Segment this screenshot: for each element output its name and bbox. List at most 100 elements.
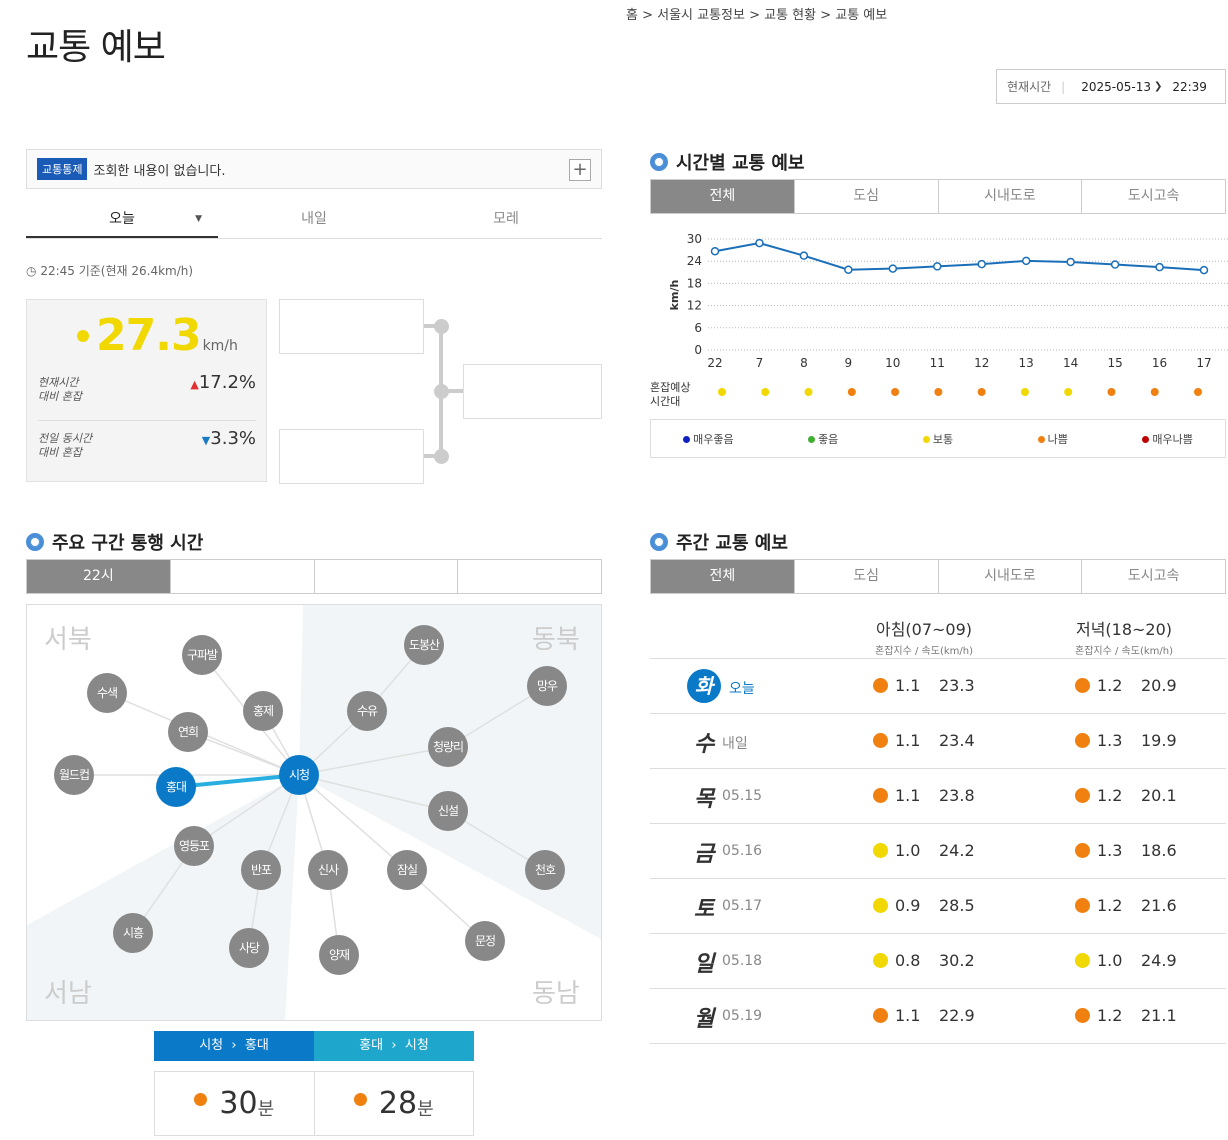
y-tick-label: 0	[694, 343, 702, 357]
tab-all[interactable]: 전체	[651, 560, 794, 593]
node-yeonhui[interactable]: 연희	[168, 712, 208, 752]
x-tick-label: 7	[756, 356, 764, 370]
node-sinseol[interactable]: 신설	[428, 791, 468, 831]
traffic-control-tag: 교통통제	[37, 158, 88, 180]
node-hongje[interactable]: 홍제	[243, 691, 283, 731]
travel-time-ba: 28 분	[313, 1072, 474, 1135]
node-cityhall[interactable]: 시청	[279, 755, 319, 795]
route-header: 시청 › 홍대 홍대 › 시청	[154, 1031, 474, 1061]
tab-time-3[interactable]	[313, 560, 458, 593]
evening-cell: 1.2 20.1	[1075, 786, 1177, 805]
tab-city-roads[interactable]: 시내도로	[937, 560, 1082, 593]
y-tick-label: 18	[687, 276, 702, 290]
tab-time-2[interactable]	[169, 560, 314, 593]
section-bullet-icon	[650, 153, 668, 171]
tab-today[interactable]: 오늘 ▼	[26, 202, 218, 238]
node-hongdae[interactable]: 홍대	[156, 767, 196, 807]
node-worldcup[interactable]: 월드컵	[54, 755, 94, 795]
evening-cell: 1.0 24.9	[1075, 951, 1177, 970]
timeline-box-1	[279, 299, 424, 354]
status-dot	[873, 898, 888, 913]
current-time-selector[interactable]: 현재시간 | 2025-05-13 ❯ 22:39	[996, 69, 1226, 104]
congestion-dot	[977, 388, 986, 396]
timeline-dot	[434, 384, 449, 399]
tab-city-roads[interactable]: 시내도로	[937, 180, 1082, 213]
corner-northeast: 동북	[532, 625, 580, 655]
day-tabs: 오늘 ▼ 내일 모레	[26, 202, 602, 239]
node-yangjae[interactable]: 양재	[319, 935, 359, 975]
evening-cell: 1.2 20.9	[1075, 676, 1177, 695]
speed-unit: km/h	[202, 338, 238, 354]
node-cheonho[interactable]: 천호	[525, 850, 565, 890]
data-point	[933, 262, 942, 271]
weekday: 목	[694, 787, 715, 812]
tab-downtown[interactable]: 도심	[793, 560, 938, 593]
node-cheongnyangni[interactable]: 청량리	[428, 727, 468, 767]
route-cityhall-to-hongdae[interactable]: 시청 › 홍대	[154, 1031, 314, 1061]
node-gupabal[interactable]: 구파발	[182, 635, 222, 675]
node-munjeong[interactable]: 문정	[465, 921, 505, 961]
base-time: ◷ 22:45 기준(현재 26.4km/h)	[26, 264, 194, 278]
node-sinsa[interactable]: 신사	[308, 850, 348, 890]
table-row: 금 05.16 1.0 24.2 1.3 18.6	[650, 824, 1226, 879]
status-dot	[1075, 898, 1090, 913]
tab-tomorrow[interactable]: 내일	[301, 211, 327, 227]
compare-yesterday: 전일 동시간 대비 혼잡 ▼3.3%	[38, 428, 256, 460]
status-dot	[873, 1008, 888, 1023]
tab-expressway[interactable]: 도시고속	[1081, 560, 1225, 593]
timeline-connector	[424, 454, 436, 458]
congestion-row-label: 시간대	[650, 395, 680, 408]
series-line	[714, 242, 1205, 272]
speed-value: 20.9	[1141, 676, 1177, 695]
congestion-index: 1.2	[1097, 676, 1123, 695]
date-label: 05.17	[722, 898, 763, 914]
section-bullet-icon	[26, 533, 44, 551]
expand-button[interactable]: +	[569, 159, 591, 181]
speed-value: 24.9	[1141, 951, 1177, 970]
node-yeongdeungpo[interactable]: 영등포	[174, 826, 214, 866]
status-dot	[873, 843, 888, 858]
timeline-connector	[446, 389, 463, 393]
weekday: 월	[694, 1007, 715, 1032]
congestion-dot	[804, 388, 813, 396]
x-tick-label: 13	[1019, 356, 1034, 370]
congestion-index: 1.0	[1097, 951, 1123, 970]
tab-time-4[interactable]	[457, 560, 601, 593]
tab-all[interactable]: 전체	[651, 180, 794, 213]
chevron-down-icon[interactable]: ❯	[1153, 81, 1163, 92]
breadcrumb[interactable]: 홈 > 서울시 교통정보 > 교통 현황 > 교통 예보	[626, 8, 888, 23]
legend-very-good: 매우좋음	[651, 431, 766, 447]
tab-day-after[interactable]: 모레	[493, 211, 519, 227]
congestion-index: 1.2	[1097, 896, 1123, 915]
tab-downtown[interactable]: 도심	[793, 180, 938, 213]
congestion-dot	[1064, 388, 1073, 396]
status-dot	[1075, 1008, 1090, 1023]
x-tick-label: 16	[1152, 356, 1167, 370]
node-jamsil[interactable]: 잠실	[387, 850, 427, 890]
speed-value: 28.5	[939, 896, 975, 915]
node-siheung[interactable]: 시흥	[113, 913, 153, 953]
status-dot	[873, 953, 888, 968]
tab-expressway[interactable]: 도시고속	[1081, 180, 1225, 213]
route-hongdae-to-cityhall[interactable]: 홍대 › 시청	[314, 1031, 474, 1061]
congestion-dot	[1107, 388, 1116, 396]
status-dot	[873, 788, 888, 803]
congestion-dot	[1020, 388, 1029, 396]
legend-good: 좋음	[766, 431, 881, 447]
morning-header: 아침(07~09) 혼잡지수 / 속도(km/h)	[875, 620, 973, 657]
time-tabs: 22시	[26, 559, 602, 594]
tab-22h[interactable]: 22시	[27, 560, 170, 593]
date-label: 내일	[722, 736, 748, 752]
node-mangu[interactable]: 망우	[527, 666, 567, 706]
y-tick-label: 6	[694, 321, 702, 335]
node-suyu[interactable]: 수유	[347, 691, 387, 731]
status-dot	[77, 329, 89, 342]
time-value[interactable]: 22:39	[1172, 79, 1207, 94]
node-susaek[interactable]: 수색	[87, 673, 127, 713]
x-tick-label: 12	[974, 356, 989, 370]
speed-value: 21.6	[1141, 896, 1177, 915]
node-dobongsan[interactable]: 도봉산	[404, 625, 444, 665]
date-select[interactable]: 2025-05-13	[1081, 79, 1151, 94]
node-sadang[interactable]: 사당	[229, 928, 269, 968]
node-banpo[interactable]: 반포	[241, 850, 281, 890]
